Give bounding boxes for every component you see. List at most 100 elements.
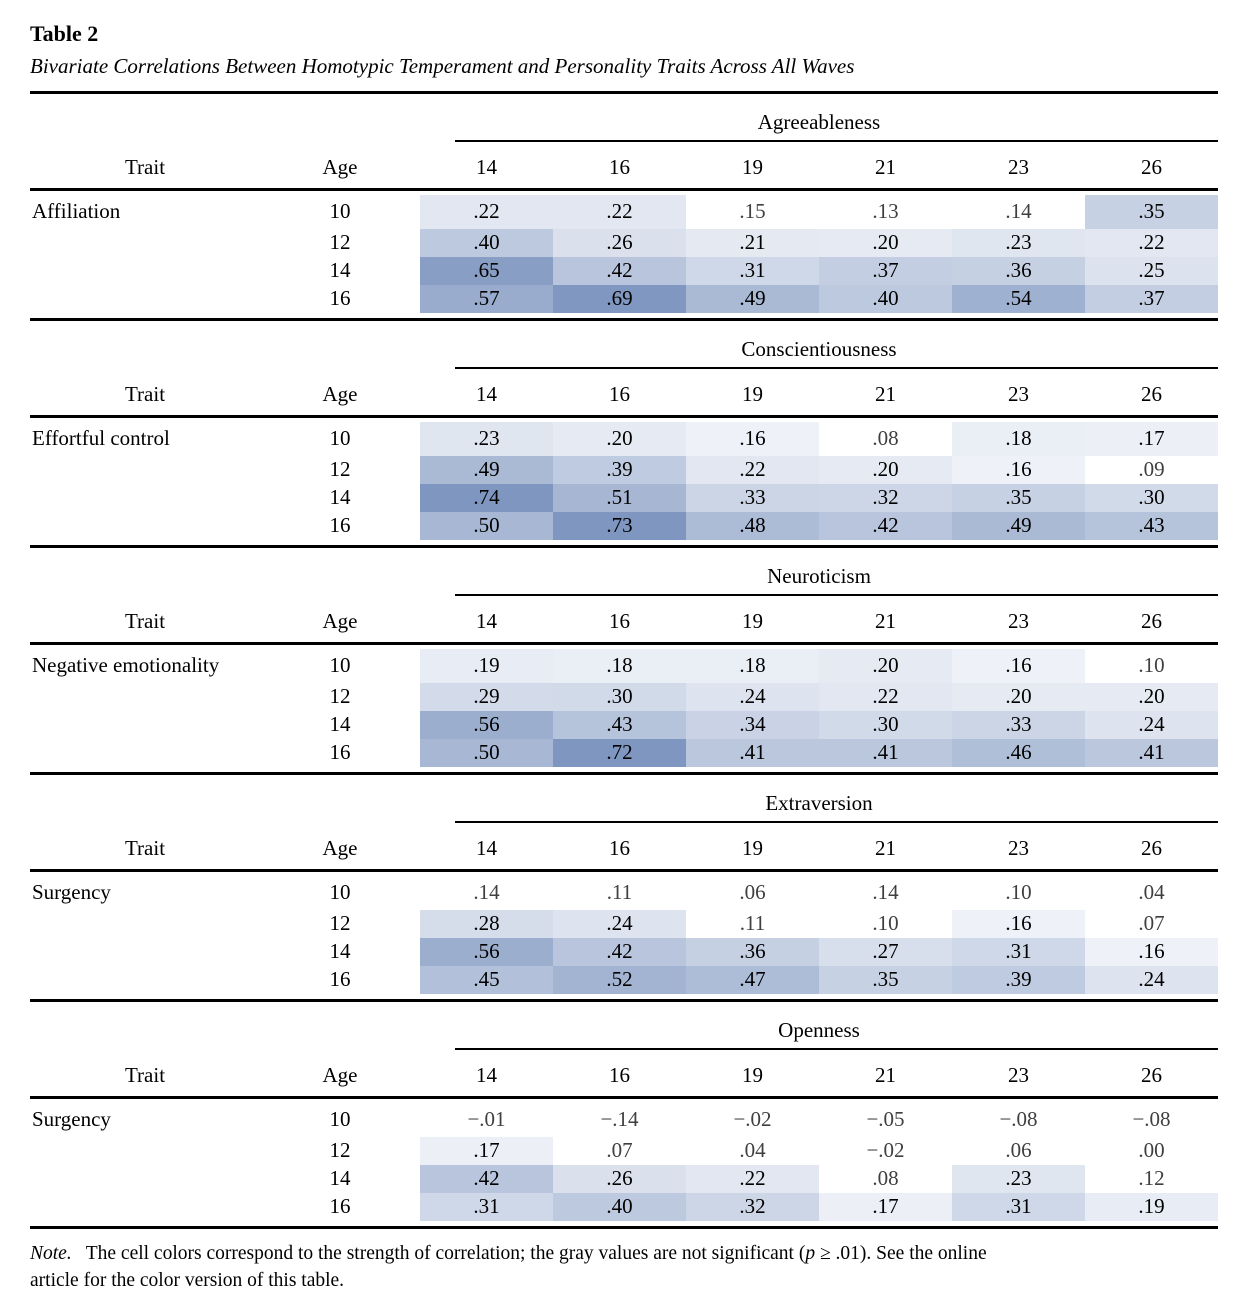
table-section: Extraversion Trait Age 14 16 19 21 23 26 Surg… bbox=[30, 775, 1218, 1002]
age-value: 12 bbox=[329, 457, 351, 482]
wave-column-header: 26 bbox=[1141, 154, 1162, 179]
age-value: 16 bbox=[329, 286, 351, 311]
trait-label: Effortful control bbox=[32, 426, 170, 451]
column-header-row: Trait Age 14 16 19 21 23 26 bbox=[30, 369, 1218, 415]
correlation-cell: .40 bbox=[553, 1192, 686, 1221]
table-row: 12.29.30.24.22.20.20 bbox=[30, 682, 1218, 711]
correlation-cell: .45 bbox=[420, 965, 553, 994]
trait-label bbox=[30, 484, 260, 512]
correlation-cell: .20 bbox=[819, 648, 952, 683]
age-value: 12 bbox=[329, 1138, 351, 1163]
correlation-cell: .22 bbox=[686, 1164, 819, 1193]
correlation-cell: .20 bbox=[952, 682, 1085, 711]
correlation-cell: .14 bbox=[952, 194, 1085, 229]
correlation-cell: .16 bbox=[952, 648, 1085, 683]
table-row: 12 .49.39.22.20.16.09 bbox=[30, 455, 1218, 484]
correlation-cell: .26 bbox=[553, 228, 686, 257]
trait-label bbox=[30, 1137, 260, 1165]
correlation-cell: .33 bbox=[686, 483, 819, 512]
correlation-cell: .57 bbox=[420, 284, 553, 313]
wave-column-header: 14 bbox=[476, 154, 497, 179]
table-row: 12 .28.24.11.10.16.07 bbox=[30, 909, 1218, 938]
column-header-row: Trait Age 14 16 19 21 23 26 bbox=[30, 142, 1218, 188]
correlation-cell: .15 bbox=[686, 194, 819, 229]
correlation-cell: .27 bbox=[819, 937, 952, 966]
table-row: 14 .56.43.34.30.33.24 bbox=[30, 710, 1218, 739]
age-value: 14 bbox=[329, 712, 351, 737]
correlation-cell: .52 bbox=[553, 965, 686, 994]
trait-label bbox=[30, 910, 260, 938]
spanner-rule bbox=[455, 366, 1218, 369]
age-column-header: Age bbox=[322, 381, 358, 406]
correlation-cell: .41 bbox=[1085, 738, 1218, 767]
correlation-cell: .17 bbox=[420, 1136, 553, 1165]
trait-label: Surgency bbox=[32, 1107, 111, 1132]
correlation-cell: .10 bbox=[819, 909, 952, 938]
wave-column-header: 23 bbox=[1008, 608, 1029, 633]
group-label: Agreeableness bbox=[757, 109, 881, 134]
correlation-cell: .16 bbox=[1085, 937, 1218, 966]
wave-column-header: 16 bbox=[609, 381, 630, 406]
table-row: 16 .50.73.48.42.49.43 bbox=[30, 511, 1218, 540]
wave-column-header: 21 bbox=[875, 154, 896, 179]
table-row: 16.31.40.32.17.31.19 bbox=[30, 1192, 1218, 1221]
header-rule bbox=[30, 641, 1218, 645]
table-note: Note. The cell colors correspond to the s… bbox=[30, 1241, 1218, 1295]
correlation-cell: .21 bbox=[686, 228, 819, 257]
correlation-cell: .14 bbox=[420, 875, 553, 910]
table-subtitle: Bivariate Correlations Between Homotypic… bbox=[30, 53, 855, 78]
trait-label bbox=[30, 739, 260, 767]
correlation-cell: .18 bbox=[952, 421, 1085, 456]
wave-column-header: 23 bbox=[1008, 1062, 1029, 1087]
table-row: 16.50.72.41.41.46.41 bbox=[30, 738, 1218, 767]
correlation-cell: .31 bbox=[686, 256, 819, 285]
correlation-cell: −.14 bbox=[553, 1102, 686, 1137]
correlation-cell: .22 bbox=[819, 682, 952, 711]
correlation-cell: .65 bbox=[420, 256, 553, 285]
correlation-cell: .43 bbox=[1085, 511, 1218, 540]
age-value: 12 bbox=[329, 230, 351, 255]
trait-label bbox=[30, 456, 260, 484]
wave-column-header: 21 bbox=[875, 835, 896, 860]
correlation-cell: .19 bbox=[420, 648, 553, 683]
table-row: 14 .56.42.36.27.31.16 bbox=[30, 937, 1218, 966]
correlation-cell: .16 bbox=[952, 909, 1085, 938]
table-row: Effortful control 10 .23.20.16.08.18.17 bbox=[30, 421, 1218, 456]
correlation-cell: .11 bbox=[686, 909, 819, 938]
correlation-cell: .20 bbox=[553, 421, 686, 456]
correlation-cell: .33 bbox=[952, 710, 1085, 739]
group-label: Conscientiousness bbox=[741, 336, 897, 361]
correlation-cell: .22 bbox=[420, 194, 553, 229]
correlation-cell: −.08 bbox=[952, 1102, 1085, 1137]
table-row: 14 .42.26.22.08.23.12 bbox=[30, 1164, 1218, 1193]
top-rule bbox=[30, 90, 1218, 94]
correlation-cell: .36 bbox=[952, 256, 1085, 285]
wave-column-header: 14 bbox=[476, 608, 497, 633]
correlation-cell: .11 bbox=[553, 875, 686, 910]
correlation-cell: .16 bbox=[952, 455, 1085, 484]
correlation-cell: .13 bbox=[819, 194, 952, 229]
correlation-cell: .31 bbox=[952, 1192, 1085, 1221]
correlation-cell: .23 bbox=[952, 228, 1085, 257]
correlation-cell: .23 bbox=[420, 421, 553, 456]
correlation-cell: .22 bbox=[553, 194, 686, 229]
table-section: Openness Trait Age 14 16 19 21 23 26 Surgency… bbox=[30, 1002, 1218, 1229]
correlation-cell: .36 bbox=[686, 937, 819, 966]
wave-column-header: 16 bbox=[609, 154, 630, 179]
correlation-cell: .39 bbox=[952, 965, 1085, 994]
group-header-row: Neuroticism bbox=[30, 548, 1218, 594]
group-header-row: Agreeableness bbox=[30, 94, 1218, 140]
age-value: 16 bbox=[329, 967, 351, 992]
data-rows: Affiliation 10.22.22.15.13.14.35 12.40.26.… bbox=[30, 194, 1218, 313]
wave-column-header: 19 bbox=[742, 1062, 763, 1087]
wave-column-header: 26 bbox=[1141, 1062, 1162, 1087]
trait-label: Surgency bbox=[32, 880, 111, 905]
age-value: 14 bbox=[329, 939, 351, 964]
table-row: 14 .74.51.33.32.35.30 bbox=[30, 483, 1218, 512]
wave-column-header: 26 bbox=[1141, 381, 1162, 406]
table-section: Conscientiousness Trait Age 14 16 19 21 23 26… bbox=[30, 321, 1218, 548]
correlation-cell: .73 bbox=[553, 511, 686, 540]
correlation-cell: .56 bbox=[420, 710, 553, 739]
correlation-cell: .24 bbox=[1085, 965, 1218, 994]
correlation-cell: −.05 bbox=[819, 1102, 952, 1137]
